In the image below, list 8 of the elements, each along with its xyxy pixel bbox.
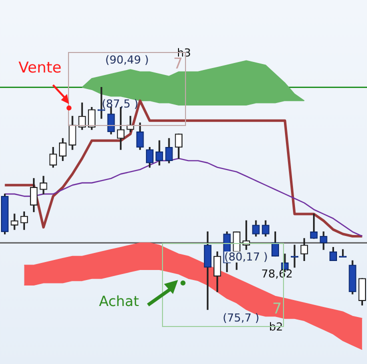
annotation: 7 [272, 300, 282, 318]
annotation: Achat [99, 294, 139, 310]
text: (90,49 ) [105, 54, 149, 66]
annotation: 78,62 [261, 268, 293, 280]
text: (75,7 ) [222, 312, 260, 324]
annotation: (80,17 ) [224, 250, 268, 264]
text: Vente [18, 58, 62, 76]
annotation: (87,5 ) [102, 98, 138, 110]
